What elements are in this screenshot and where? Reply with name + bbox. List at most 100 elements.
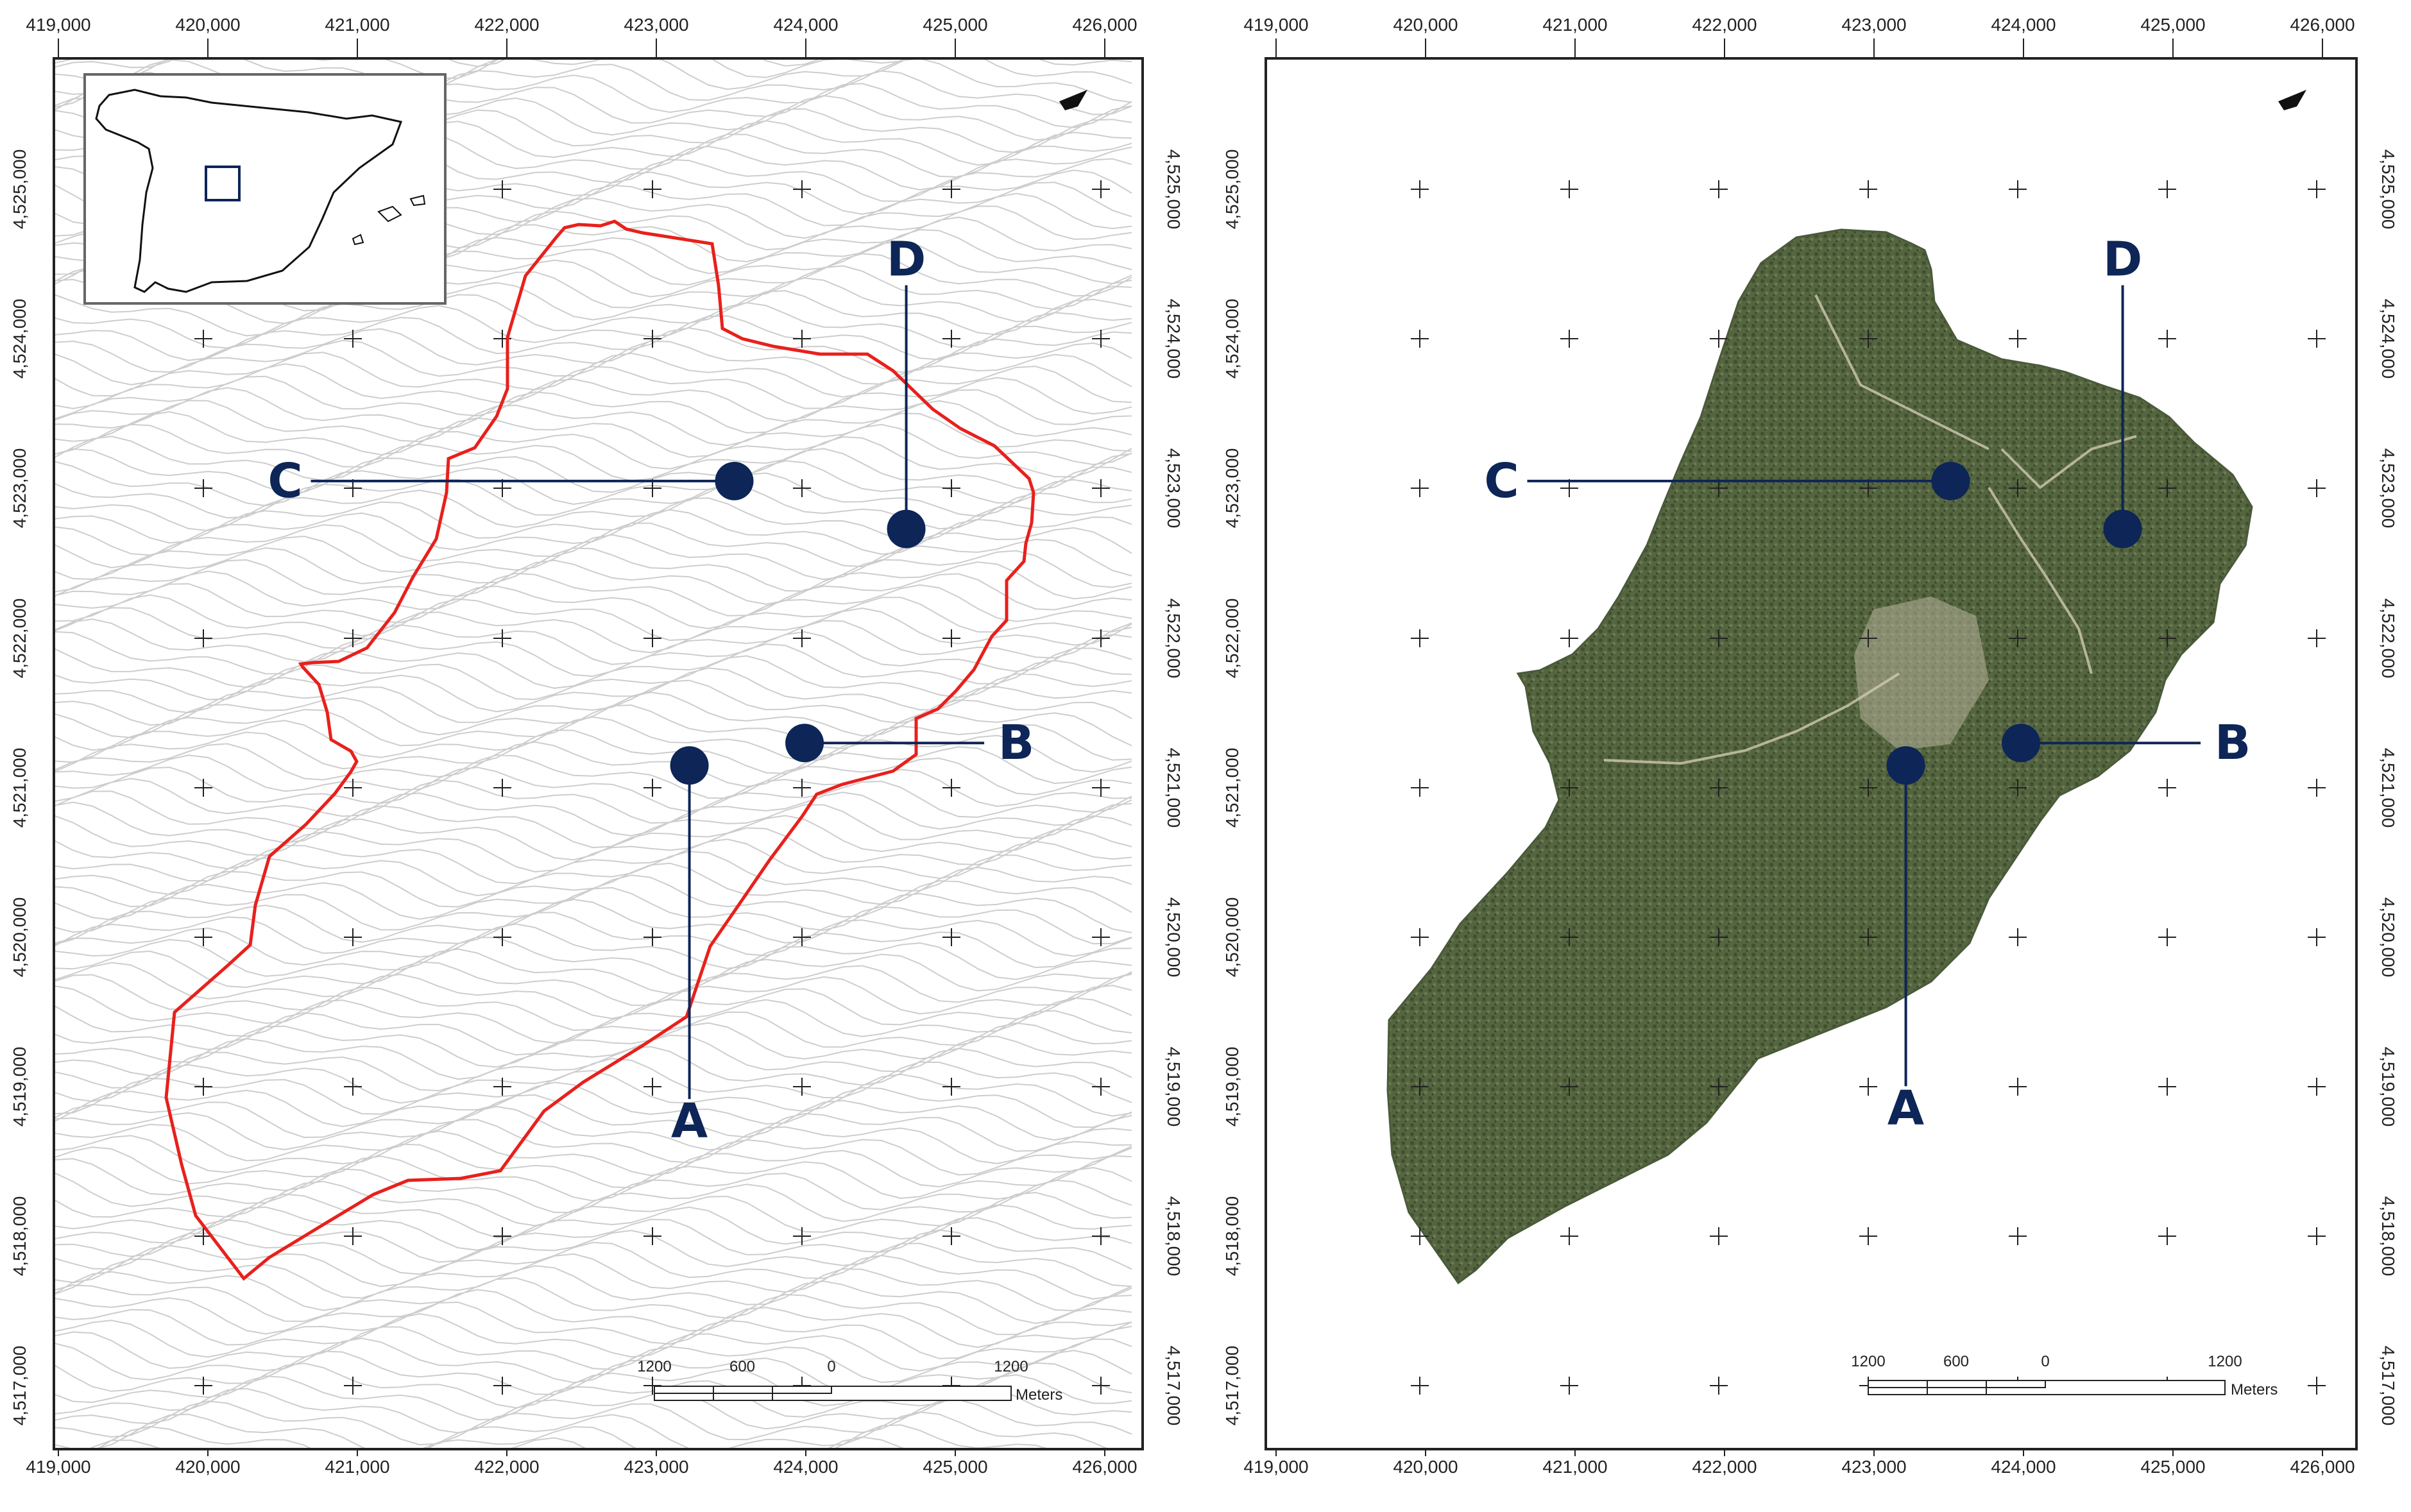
y-tick-label: 4,519,000 — [10, 1047, 30, 1127]
grid-cross — [344, 1078, 362, 1096]
grid-cross — [1710, 1227, 1728, 1245]
x-tick-label: 426,000 — [1072, 15, 1137, 35]
grid-cross — [1560, 928, 1578, 946]
grid-cross — [942, 629, 960, 647]
point-a-marker — [1886, 746, 1925, 785]
y-tick-label: 4,523,000 — [10, 448, 30, 529]
y-tick-label: 4,520,000 — [10, 897, 30, 978]
grid-cross — [1092, 1377, 1110, 1395]
grid-cross — [1092, 330, 1110, 348]
y-tick-label: 4,525,000 — [2378, 149, 2398, 230]
grid-cross — [643, 1078, 661, 1096]
grid-cross — [2308, 1227, 2326, 1245]
grid-cross — [194, 629, 212, 647]
grid-cross — [2158, 779, 2176, 797]
y-tick-label: 4,518,000 — [10, 1196, 30, 1277]
sampling-points-right: A B C D — [1484, 232, 2251, 1137]
iberian-peninsula-outline — [95, 89, 403, 293]
grid-cross — [1411, 1227, 1429, 1245]
x-tick-label: 421,000 — [325, 15, 389, 35]
point-d-marker — [887, 509, 926, 548]
grid-cross — [493, 1227, 511, 1245]
grid-cross — [1710, 928, 1728, 946]
y-tick-label: 4,517,000 — [1164, 1346, 1184, 1426]
point-a-label: A — [671, 1094, 708, 1149]
grid-cross — [2009, 330, 2027, 348]
y-tick-label: 4,520,000 — [1222, 897, 1242, 978]
grid-cross — [1859, 629, 1877, 647]
grid-cross — [1092, 779, 1110, 797]
grid-cross — [2308, 928, 2326, 946]
y-tick-label: 4,517,000 — [10, 1346, 30, 1426]
grid-cross — [1092, 629, 1110, 647]
y-tick-label: 4,518,000 — [2378, 1196, 2398, 1277]
grid-cross — [344, 629, 362, 647]
grid-cross — [1560, 1377, 1578, 1395]
grid-cross — [793, 479, 811, 497]
y-tick-label: 4,520,000 — [1164, 897, 1184, 978]
point-c-label: C — [268, 454, 302, 509]
y-tick-label: 4,524,000 — [10, 299, 30, 379]
scale-label-2: 0 — [2041, 1353, 2049, 1370]
x-tick-label: 423,000 — [1841, 15, 1906, 35]
grid-cross — [793, 779, 811, 797]
grid-cross — [1092, 928, 1110, 946]
y-tick-label: 4,521,000 — [1222, 748, 1242, 828]
grid-cross — [1092, 479, 1110, 497]
y-tick-label: 4,519,000 — [1164, 1047, 1184, 1127]
point-c-label: C — [1484, 454, 1519, 509]
x-tick-label: 424,000 — [773, 15, 838, 35]
grid-cross — [1710, 779, 1728, 797]
x-tick-label: 420,000 — [1393, 1457, 1458, 1477]
x-tick-label: 422,000 — [474, 15, 539, 35]
grid-cross — [1411, 1377, 1429, 1395]
x-tick-label: 420,000 — [175, 15, 240, 35]
x-tick-label: 423,000 — [1841, 1457, 1906, 1477]
grid-cross — [1092, 1078, 1110, 1096]
point-a-label: A — [1887, 1081, 1924, 1136]
grid-cross — [643, 180, 661, 198]
scale-label-1: 600 — [729, 1358, 755, 1375]
grid-cross — [1859, 1078, 1877, 1096]
y-tick-label: 4,522,000 — [10, 599, 30, 679]
grid-crosses-right — [1411, 180, 2326, 1395]
grid-cross — [1710, 1078, 1728, 1096]
x-tick-label: 423,000 — [624, 1457, 688, 1477]
y-tick-label: 4,517,000 — [1222, 1346, 1242, 1426]
grid-cross — [1859, 1227, 1877, 1245]
grid-cross — [2009, 180, 2027, 198]
grid-cross — [643, 1227, 661, 1245]
scale-label-0: 1200 — [1851, 1353, 1885, 1370]
y-tick-label: 4,523,000 — [1222, 448, 1242, 529]
grid-cross — [2009, 1227, 2027, 1245]
watershed-boundary — [164, 219, 1035, 1281]
right-map-frame — [1265, 57, 2358, 1450]
grid-cross — [1092, 1227, 1110, 1245]
grid-cross — [942, 928, 960, 946]
contour-line-set — [54, 58, 1132, 1449]
contour-lines — [54, 58, 1132, 1449]
y-tick-label: 4,525,000 — [10, 149, 30, 230]
grid-crosses-left — [194, 180, 1110, 1395]
grid-cross — [1710, 1377, 1728, 1395]
grid-cross — [194, 928, 212, 946]
grid-cross — [643, 629, 661, 647]
y-tick-label: 4,519,000 — [1222, 1047, 1242, 1127]
grid-cross — [1859, 779, 1877, 797]
x-tick-label: 419,000 — [1243, 1457, 1308, 1477]
point-d-label: D — [887, 232, 926, 287]
y-tick-label: 4,520,000 — [2378, 897, 2398, 978]
point-b-label: B — [998, 715, 1034, 770]
grid-cross — [1859, 330, 1877, 348]
y-tick-label: 4,522,000 — [1164, 599, 1184, 679]
x-tick-label: 419,000 — [26, 15, 90, 35]
x-tick-label: 426,000 — [2290, 15, 2355, 35]
grid-cross — [1411, 779, 1429, 797]
x-tick-label: 421,000 — [325, 1457, 389, 1477]
x-tick-label: 420,000 — [1393, 15, 1458, 35]
x-tick-label: 421,000 — [1542, 15, 1607, 35]
coordinate-ticks: 419,000 419,000 420,000 420,000 421,000 421,0… — [10, 15, 2398, 1477]
x-tick-label: 425,000 — [2140, 1457, 2205, 1477]
north-arrow-icon — [2278, 90, 2306, 110]
x-tick-label: 422,000 — [474, 1457, 539, 1477]
